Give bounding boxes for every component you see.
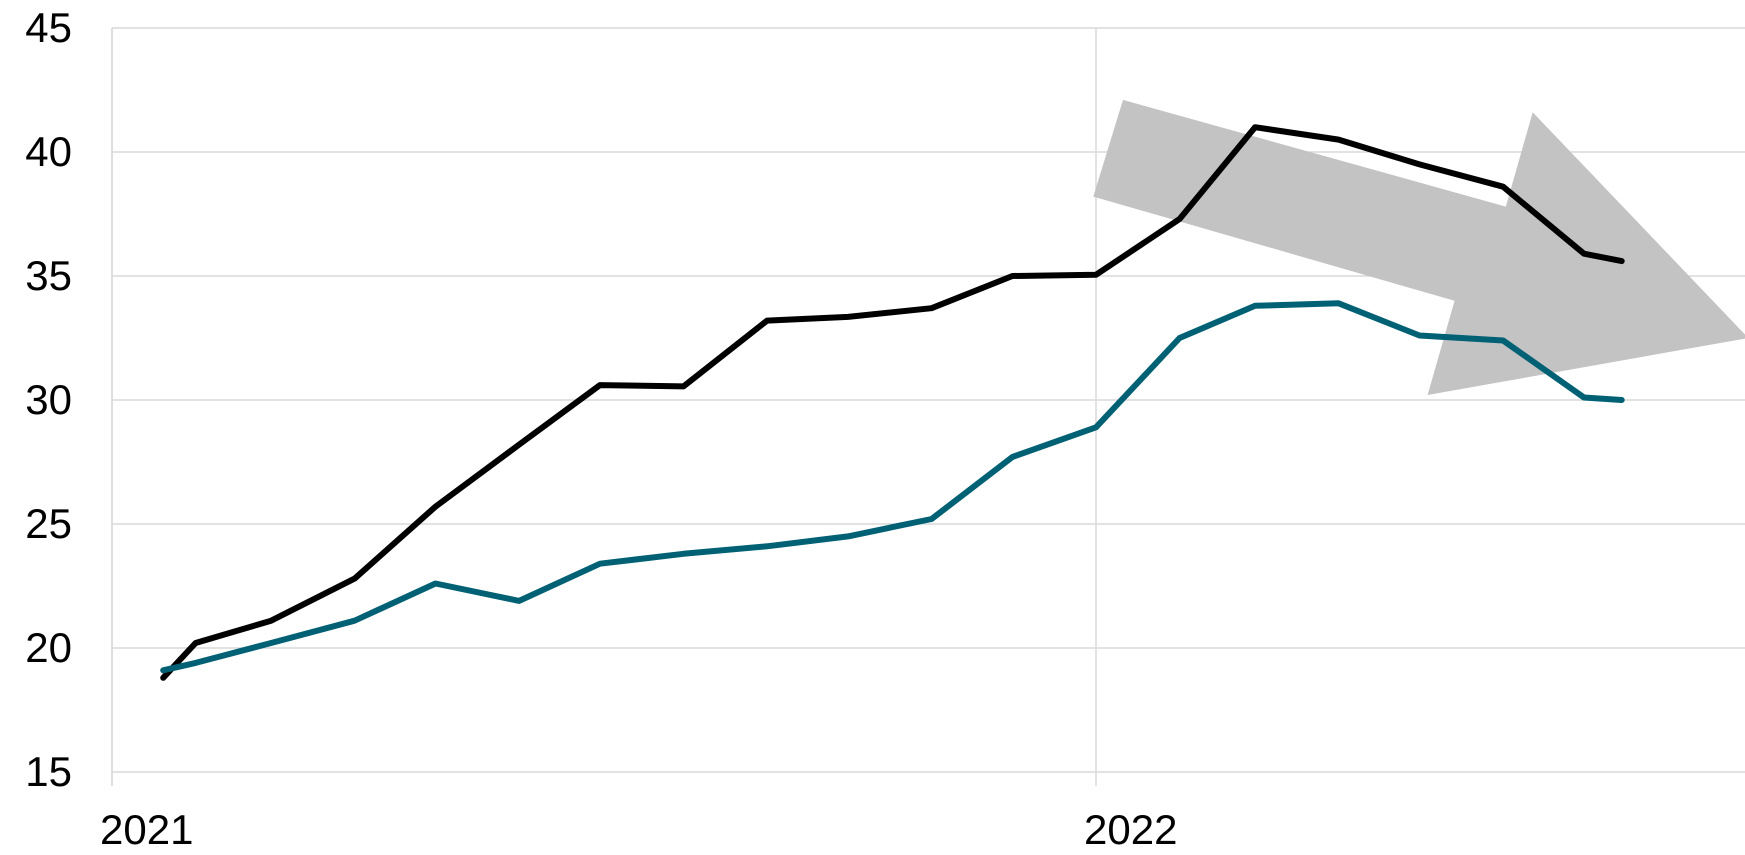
y-tick-label-15: 15 [25, 748, 72, 795]
y-tick-label-25: 25 [25, 500, 72, 547]
y-tick-label-35: 35 [25, 252, 72, 299]
y-tick-label-20: 20 [25, 624, 72, 671]
x-tick-label-2022: 2022 [1084, 806, 1177, 850]
y-tick-label-45: 45 [25, 4, 72, 51]
x-tick-label-2021: 2021 [100, 806, 193, 850]
y-tick-label-40: 40 [25, 128, 72, 175]
y-tick-label-30: 30 [25, 376, 72, 423]
